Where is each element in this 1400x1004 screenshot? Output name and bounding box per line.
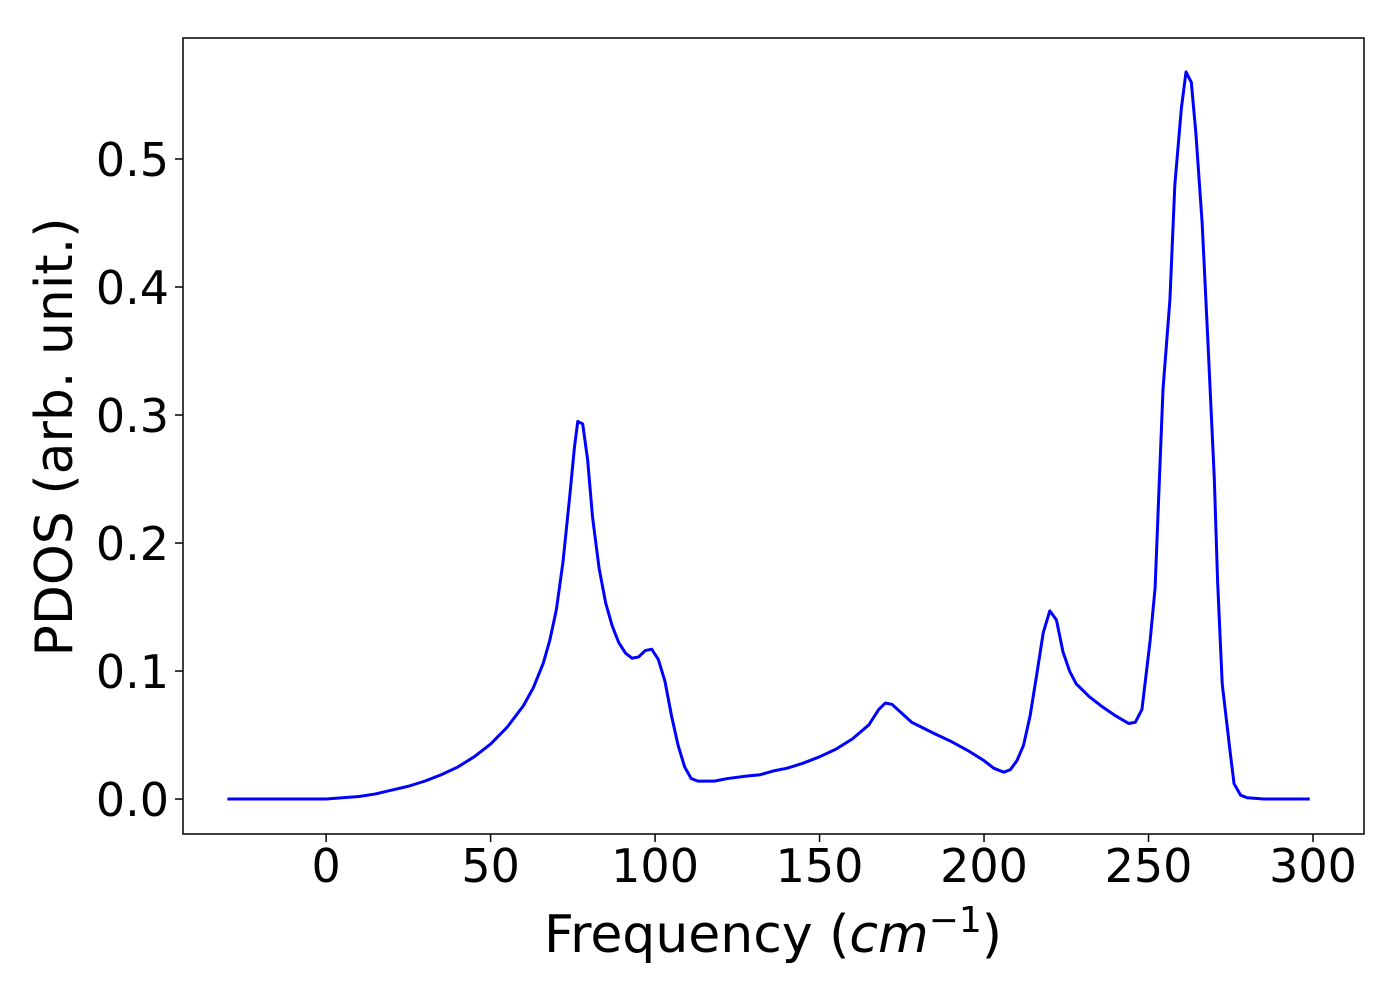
x-tick-label: 0 [311,839,340,893]
y-axis-label: PDOS (arb. unit.) [25,217,85,656]
x-label-part: −1 [929,900,982,941]
x-tick-label: 250 [1105,839,1193,893]
y-tick-label: 0.3 [96,389,169,443]
x-label-part: Frequency ( [544,905,849,965]
y-tick-label: 0.2 [96,517,169,571]
y-tick-label: 0.1 [96,645,169,699]
y-tick-label: 0.0 [96,773,169,827]
x-tick-label: 200 [940,839,1028,893]
y-tick-label: 0.4 [96,261,169,315]
plot-frame [182,37,1365,835]
y-tick-label: 0.5 [96,133,169,187]
x-tick-label: 50 [461,839,520,893]
x-axis-label: Frequency (cm−1) [544,900,1002,965]
x-label-part: cm [849,905,928,965]
line-series [227,70,1310,801]
x-label-part: ) [982,905,1002,965]
x-tick-label: 150 [776,839,864,893]
x-tick-label: 100 [611,839,699,893]
x-tick-label: 300 [1269,839,1357,893]
